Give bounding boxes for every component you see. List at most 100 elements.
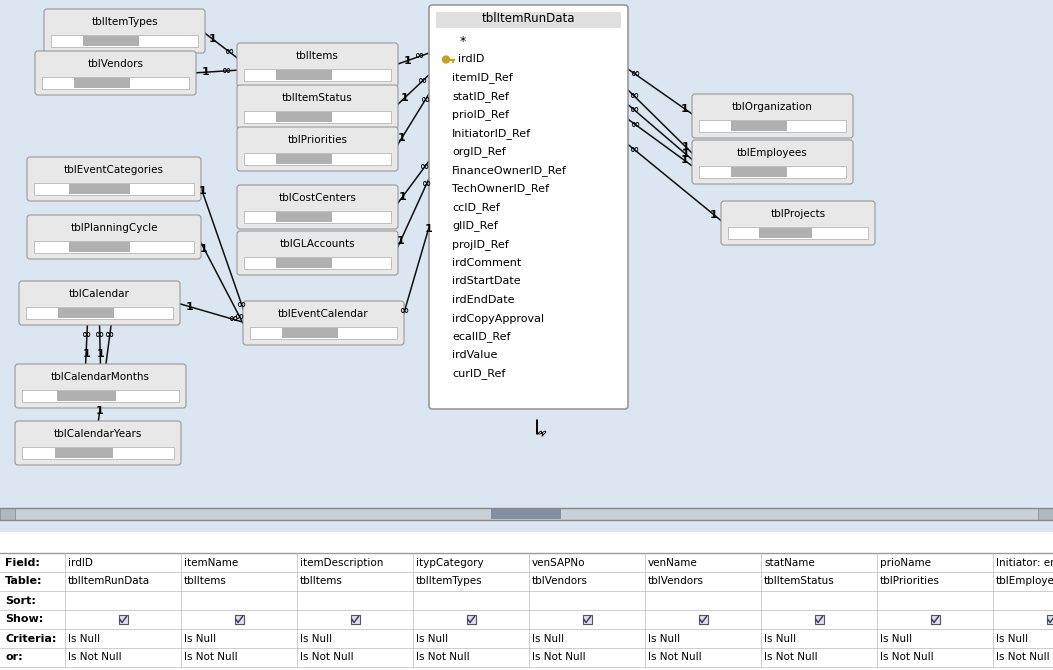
Text: tblCalendarYears: tblCalendarYears (54, 429, 142, 439)
Text: ∞: ∞ (630, 91, 639, 101)
Text: 1: 1 (680, 104, 689, 113)
Text: 1: 1 (200, 243, 207, 253)
Text: ∞: ∞ (237, 299, 246, 310)
Text: tblEmployees: tblEmployees (996, 576, 1053, 586)
Text: Is Null: Is Null (300, 634, 332, 643)
Bar (58, 308, 114, 318)
Text: irdValue: irdValue (452, 350, 497, 360)
Bar (582, 615, 592, 624)
Text: tblItems: tblItems (300, 576, 343, 586)
Text: 1: 1 (82, 349, 90, 359)
Text: tblItemStatus: tblItemStatus (282, 93, 353, 103)
Text: tblVendors: tblVendors (87, 59, 143, 69)
Bar (34, 183, 194, 195)
Text: Is Not Null: Is Not Null (184, 653, 238, 663)
FancyBboxPatch shape (429, 5, 628, 409)
Text: itemID_Ref: itemID_Ref (452, 72, 513, 84)
FancyBboxPatch shape (243, 301, 404, 345)
Bar (436, 12, 621, 28)
Bar (75, 78, 131, 88)
Bar (83, 36, 139, 46)
Text: or:: or: (5, 653, 22, 663)
Text: irdID: irdID (68, 557, 93, 567)
Text: ∞: ∞ (400, 306, 410, 316)
Text: tblItemRunData: tblItemRunData (482, 11, 575, 25)
Text: prioName: prioName (880, 557, 931, 567)
Text: tblPlanningCycle: tblPlanningCycle (71, 223, 158, 233)
Text: Is Not Null: Is Not Null (300, 653, 354, 663)
Bar (732, 121, 788, 131)
Text: ∞: ∞ (631, 70, 640, 80)
Text: *: * (460, 34, 466, 48)
Text: prioID_Ref: prioID_Ref (452, 110, 509, 121)
Text: tblVendors: tblVendors (532, 576, 588, 586)
Text: 1: 1 (400, 93, 409, 103)
Bar (732, 167, 788, 177)
Text: Is Not Null: Is Not Null (416, 653, 470, 663)
Text: Field:: Field: (5, 557, 40, 567)
FancyBboxPatch shape (237, 43, 398, 87)
Text: 1: 1 (710, 210, 718, 220)
FancyBboxPatch shape (44, 9, 205, 53)
Bar (931, 615, 939, 624)
Text: itemDescription: itemDescription (300, 557, 383, 567)
Circle shape (442, 56, 450, 63)
Text: itypCategory: itypCategory (416, 557, 483, 567)
Bar (42, 77, 188, 89)
Text: Is Null: Is Null (68, 634, 100, 643)
FancyBboxPatch shape (15, 364, 186, 408)
Text: ∞: ∞ (105, 330, 115, 340)
Text: ∞: ∞ (420, 162, 429, 172)
Text: Is Not Null: Is Not Null (68, 653, 122, 663)
Text: 1: 1 (208, 34, 216, 44)
Text: statName: statName (764, 557, 815, 567)
Bar (452, 60, 454, 62)
Text: ∞: ∞ (631, 120, 640, 130)
Bar (119, 615, 127, 624)
Bar (244, 211, 391, 223)
Bar (699, 120, 846, 132)
Text: 1: 1 (682, 142, 690, 152)
Bar (69, 184, 130, 194)
Text: 1: 1 (397, 237, 404, 246)
Bar (276, 258, 332, 268)
Bar (235, 615, 243, 624)
Text: irdID: irdID (458, 54, 484, 64)
Bar (276, 212, 332, 222)
Text: irdStartDate: irdStartDate (452, 277, 520, 287)
Bar (276, 70, 332, 80)
Text: irdEndDate: irdEndDate (452, 295, 515, 305)
Text: ∞: ∞ (418, 76, 428, 86)
Text: 1: 1 (403, 56, 411, 66)
Text: Is Not Null: Is Not Null (764, 653, 817, 663)
FancyBboxPatch shape (27, 157, 201, 201)
Text: statID_Ref: statID_Ref (452, 91, 509, 102)
Bar (250, 327, 397, 339)
Bar (26, 307, 173, 319)
Text: tblEventCalendar: tblEventCalendar (278, 309, 369, 319)
Text: ∞: ∞ (420, 95, 430, 105)
Bar (1038, 508, 1053, 520)
FancyBboxPatch shape (237, 127, 398, 171)
Bar (34, 241, 194, 253)
Text: 1: 1 (198, 186, 206, 196)
Bar (759, 228, 812, 238)
Text: itemName: itemName (184, 557, 238, 567)
Text: Show:: Show: (5, 614, 43, 624)
FancyBboxPatch shape (237, 231, 398, 275)
Bar (728, 226, 868, 239)
Text: projID_Ref: projID_Ref (452, 239, 509, 250)
Bar (22, 447, 174, 459)
Text: Table:: Table: (5, 576, 42, 586)
Text: tblPriorities: tblPriorities (880, 576, 940, 586)
Text: glID_Ref: glID_Ref (452, 220, 498, 231)
FancyBboxPatch shape (27, 215, 201, 259)
Text: tblEmployees: tblEmployees (737, 148, 808, 158)
Text: ∞: ∞ (95, 330, 104, 340)
Text: tblItems: tblItems (296, 51, 339, 61)
Text: tblItemTypes: tblItemTypes (416, 576, 482, 586)
Bar (466, 615, 476, 624)
Bar (491, 509, 561, 519)
Bar (282, 328, 338, 338)
Bar (244, 257, 391, 269)
